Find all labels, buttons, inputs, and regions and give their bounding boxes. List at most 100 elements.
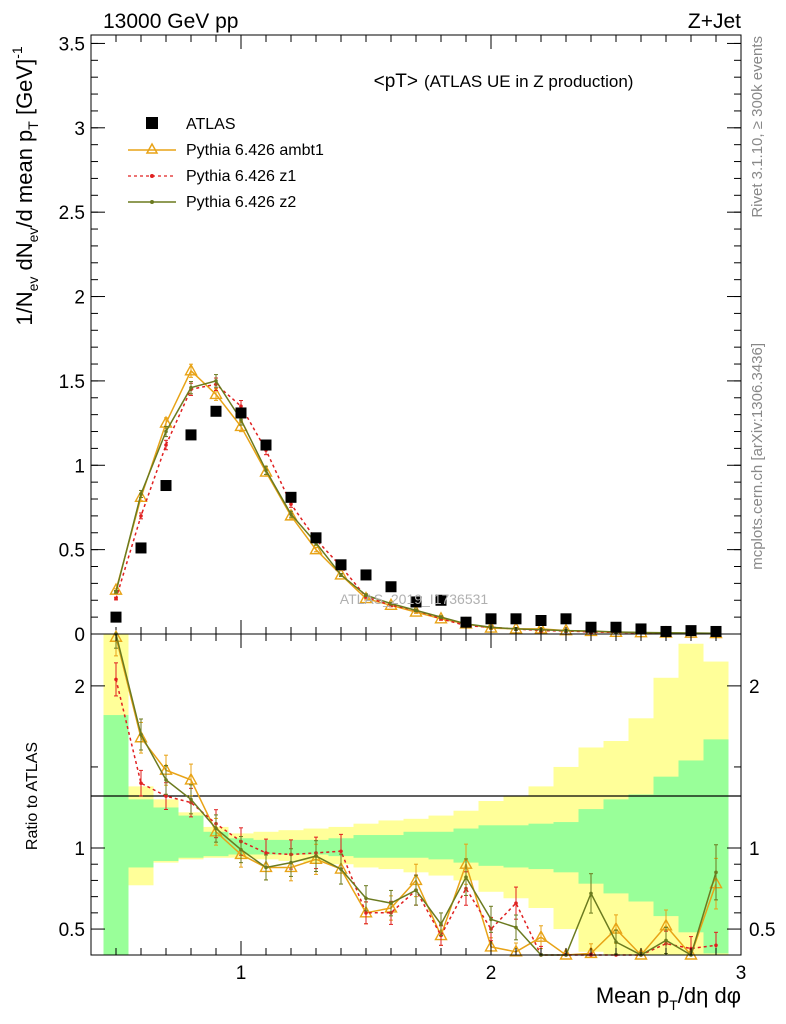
ratio-point-pythia-6-426-z2: [514, 925, 518, 930]
main-point-atlas: [335, 559, 347, 571]
main-y-tick-label: 2.5: [59, 203, 85, 224]
plot-title: <pT>: [374, 71, 418, 92]
source-label: mcplots.cern.ch [arXiv:1306.3436]: [749, 343, 766, 570]
main-point-pythia-6-426-ambt1: [334, 567, 348, 580]
inner-uncertainty-band: [678, 760, 704, 933]
ratio-point-pythia-6-426-ambt1: [534, 929, 548, 942]
inner-uncertainty-band: [503, 825, 529, 868]
ratio-point-pythia-6-426-z2: [389, 901, 393, 905]
main-point-pythia-6-426-z1: [164, 443, 168, 447]
ratio-point-pythia-6-426-z2: [314, 854, 318, 858]
main-point-atlas: [310, 532, 322, 544]
main-y-tick-label: 0: [74, 625, 85, 646]
ratio-bands-layer: [103, 634, 729, 955]
main-point-pythia-6-426-z2: [339, 573, 343, 577]
main-point-pythia-6-426-z2: [139, 492, 143, 496]
main-point-pythia-6-426-z1: [289, 502, 293, 506]
legend-label-z1: Pythia 6.426 z1: [186, 168, 296, 185]
inner-uncertainty-band: [653, 776, 679, 917]
ratio-point-pythia-6-426-z1: [339, 849, 343, 854]
ratio-point-pythia-6-426-z2: [464, 875, 468, 879]
main-point-atlas: [210, 405, 222, 417]
inner-uncertainty-band: [628, 794, 654, 902]
inner-uncertainty-band: [153, 807, 179, 861]
main-point-pythia-6-426-ambt1: [284, 508, 298, 521]
x-tick-label: 2: [486, 963, 497, 984]
main-point-atlas: [485, 613, 497, 625]
inner-uncertainty-band: [553, 822, 579, 873]
header-left: 13000 GeV pp: [103, 10, 238, 33]
ratio-point-pythia-6-426-z2: [414, 888, 418, 892]
inner-uncertainty-band: [103, 715, 129, 955]
inner-uncertainty-band: [403, 831, 429, 858]
main-point-atlas: [135, 542, 147, 554]
main-point-pythia-6-426-z2: [239, 417, 243, 422]
main-point-pythia-6-426-z2: [414, 608, 418, 613]
main-point-pythia-6-426-z1: [139, 514, 143, 518]
analysis-watermark: ATLAS_2019_I1736531: [340, 591, 489, 607]
main-y-axis-title: 1/Nev dNev/d mean pT [GeV]-1: [9, 46, 41, 326]
ratio-point-pythia-6-426-z2: [289, 860, 293, 865]
main-point-pythia-6-426-ambt1: [134, 489, 148, 503]
main-point-pythia-6-426-ambt1: [109, 582, 123, 595]
main-point-pythia-6-426-ambt1: [309, 542, 323, 555]
x-tick-label: 3: [736, 963, 747, 984]
main-point-atlas: [460, 616, 472, 628]
legend-label-z2: Pythia 6.426 z2: [186, 194, 296, 211]
main-axes: 0 0.5 1 1.5 2 2.5 3 3.5: [59, 34, 742, 646]
ratio-series-layer: [109, 629, 723, 960]
ratio-point-pythia-6-426-z1: [714, 943, 718, 948]
inner-uncertainty-band: [478, 825, 504, 866]
main-point-atlas: [435, 594, 447, 606]
main-point-pythia-6-426-z2: [439, 615, 443, 619]
x-tick-label: 1: [236, 963, 247, 984]
rivet-version-label: Rivet 3.1.10, ≥ 300k events: [749, 36, 766, 218]
main-point-pythia-6-426-ambt1: [184, 363, 198, 376]
main-panel: 0 0.5 1 1.5 2 2.5 3 3.5 <pT> (ATLAS UE in Z pro…: [9, 34, 742, 646]
ratio-point-pythia-6-426-z2: [489, 917, 493, 922]
ratio-point-pythia-6-426-z1: [114, 677, 118, 682]
main-point-atlas: [360, 569, 372, 581]
main-point-atlas: [510, 613, 522, 625]
main-point-atlas: [385, 581, 397, 593]
inner-uncertainty-band: [528, 823, 554, 870]
ratio-y-tick-label-right: 0.5: [749, 920, 775, 941]
main-point-pythia-6-426-ambt1: [259, 464, 273, 477]
main-point-pythia-6-426-z2: [189, 385, 193, 390]
inner-uncertainty-band: [378, 835, 404, 858]
ratio-point-pythia-6-426-z2: [139, 732, 143, 737]
ratio-point-pythia-6-426-ambt1: [559, 947, 573, 960]
main-point-pythia-6-426-z1: [114, 596, 118, 601]
ratio-point-pythia-6-426-z2: [614, 940, 618, 944]
legend-marker-z2: [150, 200, 154, 204]
header-right: Z+Jet: [688, 10, 741, 33]
main-point-pythia-6-426-z1: [239, 404, 243, 409]
ratio-point-pythia-6-426-z2: [264, 865, 268, 870]
ratio-point-pythia-6-426-z2: [364, 896, 368, 901]
ratio-y-tick-label-right: 2: [749, 677, 760, 698]
x-axis-title: Mean pT/dη dφ: [596, 983, 741, 1013]
ratio-y-axis-title: Ratio to ATLAS: [24, 742, 41, 850]
legend: ATLAS Pythia 6.426 ambt1 Pythia 6.426 z1…: [128, 116, 324, 211]
ratio-point-pythia-6-426-ambt1: [584, 945, 598, 959]
ratio-point-pythia-6-426-z1: [139, 781, 143, 785]
legend-label-ambt1: Pythia 6.426 ambt1: [186, 142, 324, 159]
main-point-atlas: [535, 615, 547, 627]
inner-uncertainty-band: [578, 809, 604, 884]
main-point-atlas: [410, 596, 422, 608]
main-point-pythia-6-426-z2: [214, 379, 218, 383]
ratio-point-pythia-6-426-z2: [439, 922, 443, 926]
main-point-atlas: [285, 491, 297, 503]
main-y-tick-label: 1: [74, 456, 85, 477]
ratio-point-pythia-6-426-z2: [664, 938, 668, 943]
main-point-pythia-6-426-z2: [164, 429, 168, 434]
main-point-atlas: [260, 439, 272, 451]
inner-uncertainty-band: [178, 815, 204, 858]
ratio-point-pythia-6-426-ambt1: [509, 944, 523, 957]
ratio-point-pythia-6-426-z2: [714, 870, 718, 875]
main-y-tick-label: 0.5: [59, 541, 85, 562]
ratio-point-pythia-6-426-z1: [514, 901, 518, 905]
ratio-point-pythia-6-426-z2: [589, 891, 593, 896]
ratio-point-pythia-6-426-z2: [339, 867, 343, 871]
